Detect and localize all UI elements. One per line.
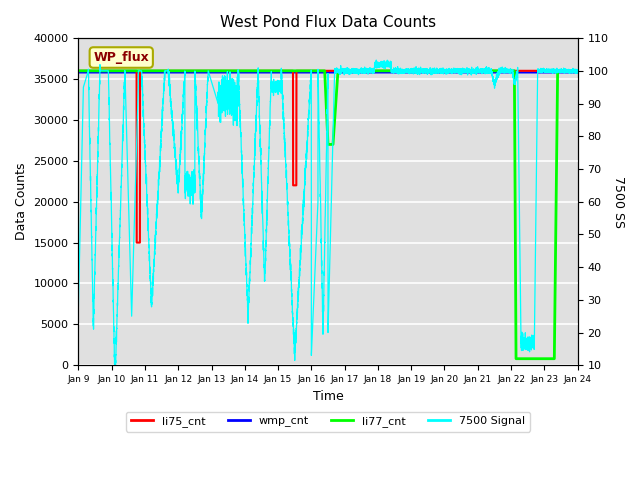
Y-axis label: 7500 SS: 7500 SS: [612, 176, 625, 228]
Legend: li75_cnt, wmp_cnt, li77_cnt, 7500 Signal: li75_cnt, wmp_cnt, li77_cnt, 7500 Signal: [126, 412, 530, 432]
Text: WP_flux: WP_flux: [93, 51, 149, 64]
X-axis label: Time: Time: [312, 390, 344, 403]
Y-axis label: Data Counts: Data Counts: [15, 163, 28, 240]
Title: West Pond Flux Data Counts: West Pond Flux Data Counts: [220, 15, 436, 30]
